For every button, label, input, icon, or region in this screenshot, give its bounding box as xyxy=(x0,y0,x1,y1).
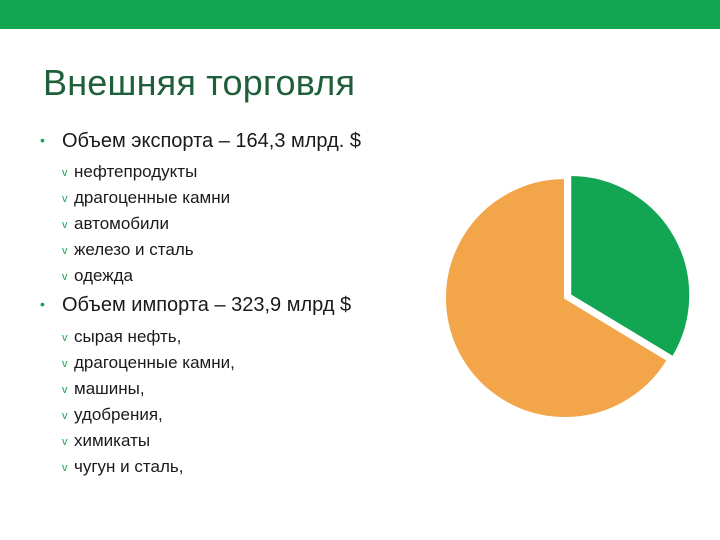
checkmark-icon: v xyxy=(62,358,68,370)
checkmark-icon: v xyxy=(62,384,68,396)
checkmark-icon: v xyxy=(62,271,68,283)
checkmark-icon: v xyxy=(62,410,68,422)
list-item: v драгоценные камни xyxy=(62,188,231,207)
slide-title: Внешняя торговля xyxy=(43,62,356,103)
bullet-import-text: Объем импорта – 323,9 млрд $ xyxy=(62,294,352,316)
list-item: v машины, xyxy=(62,379,145,398)
pie-chart xyxy=(444,174,692,419)
checkmark-icon: v xyxy=(62,245,68,257)
bullet-marker: • xyxy=(40,132,45,148)
list-item: v удобрения, xyxy=(62,405,163,424)
pie-slice-0 xyxy=(569,174,692,359)
checkmark-icon: v xyxy=(62,436,68,448)
bullet-import: • Объем импорта – 323,9 млрд $ xyxy=(36,294,351,317)
checkmark-icon: v xyxy=(62,167,68,179)
list-item: v железо и сталь xyxy=(62,240,194,259)
pie-slice-1 xyxy=(444,176,670,419)
checkmark-icon: v xyxy=(62,193,68,205)
list-item: v чугун и сталь, xyxy=(62,457,184,476)
list-item: v нефтепродукты xyxy=(62,162,198,181)
list-item: v одежда xyxy=(62,266,134,285)
list-item: v драгоценные камни, xyxy=(62,353,235,372)
top-accent-bar xyxy=(0,0,720,29)
bullet-marker: • xyxy=(40,296,45,312)
list-item: v сырая нефть, xyxy=(62,327,182,346)
checkmark-icon: v xyxy=(62,462,68,474)
checkmark-icon: v xyxy=(62,332,68,344)
list-item: v химикаты xyxy=(62,431,151,450)
bullet-export: • Объем экспорта – 164,3 млрд. $ xyxy=(36,130,361,153)
checkmark-icon: v xyxy=(62,219,68,231)
bullet-export-text: Объем экспорта – 164,3 млрд. $ xyxy=(62,130,361,152)
list-item: v автомобили xyxy=(62,214,169,233)
